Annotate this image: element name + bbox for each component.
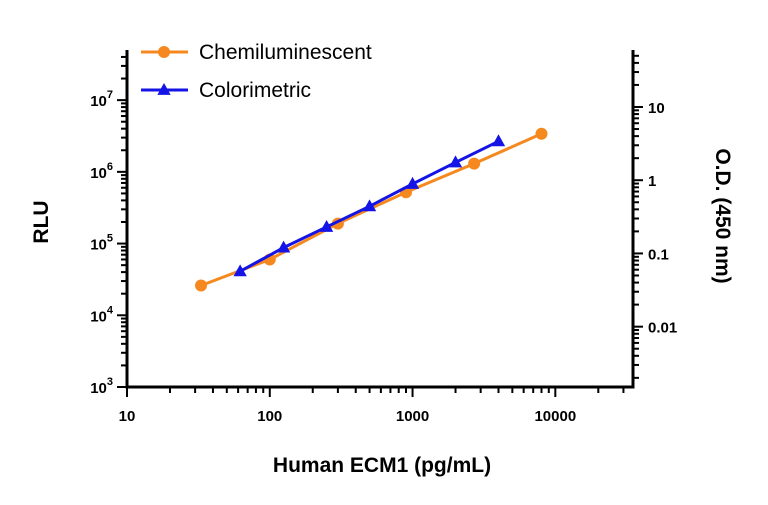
y-left-tick-label: 104 [90,304,114,325]
data-point [362,199,377,212]
y-axis-left-title: RLU [30,200,53,243]
y-left-tick-label: 103 [90,376,113,397]
y-right-tick-label: 0.1 [648,246,669,263]
x-tick-label: 1000 [396,408,429,425]
data-point [448,155,463,168]
legend-item: Chemiluminescent [141,41,372,64]
legend: Chemiluminescent Colorimetric [141,41,372,102]
legend-label: Chemiluminescent [199,41,372,64]
y-left-tick-label: 107 [90,89,113,110]
series-layer [195,127,548,292]
legend-marker [157,83,171,95]
legend-marker [158,46,170,58]
series-colorimetric [233,134,506,277]
data-point [491,134,506,147]
y-right-tick-label: 10 [648,100,665,117]
x-tick-label: 100 [257,408,282,425]
legend-label: Colorimetric [199,79,311,102]
data-point [535,127,548,140]
data-point [195,279,208,292]
data-point [276,240,291,253]
x-tick-label: 10 [119,408,136,425]
data-point [233,264,247,277]
data-point [405,176,420,189]
legend-item: Colorimetric [141,79,311,102]
x-axis-title: Human ECM1 (pg/mL) [273,454,491,477]
y-right-tick-label: 0.01 [648,320,677,337]
data-point [319,219,334,232]
y-right-tick-label: 1 [648,173,656,190]
axes: 10 100 1000 10000 103 104 105 106 107 0.01 0.1 1 10 [90,50,677,425]
x-tick-label: 10000 [534,408,576,425]
y-axis-right-title: O.D. (450 nm) [711,148,734,283]
y-left-tick-label: 106 [90,161,113,182]
data-point [468,157,481,170]
y-left-tick-label: 105 [90,233,113,254]
